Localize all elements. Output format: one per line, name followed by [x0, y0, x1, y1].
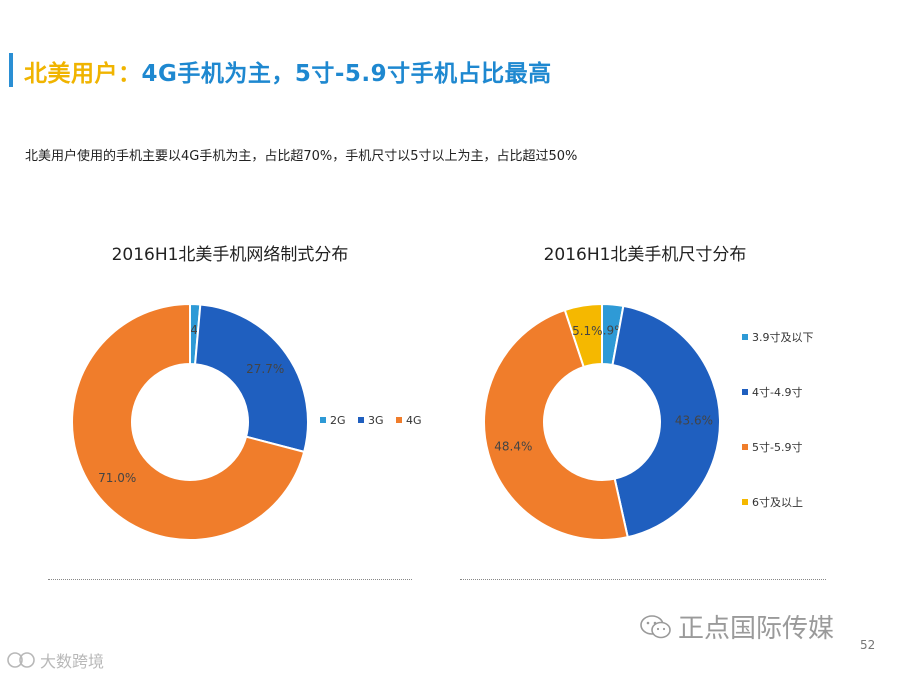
corner-logo-text: 大数跨境 — [40, 652, 105, 671]
chart-divider-left — [48, 579, 412, 580]
corner-logo-icon — [7, 652, 35, 668]
chart-title-network: 2016H1北美手机网络制式分布 — [111, 245, 349, 265]
legend-swatch-1-3 — [742, 499, 748, 505]
legend-label-0-2: 4G — [406, 414, 422, 427]
donut-slice-1-1 — [611, 304, 721, 539]
legend-label-1-2: 5寸-5.9寸 — [752, 440, 802, 454]
watermark-text: 正点国际传媒 — [678, 614, 835, 644]
data-label-1-3: 5.1% — [572, 324, 603, 338]
page-title-rest: 4G手机为主，5寸-5.9寸手机占比最高 — [141, 61, 552, 87]
data-label-0-1: 27.7% — [246, 362, 284, 376]
legend-label-1-1: 4寸-4.9寸 — [752, 385, 802, 399]
data-label-1-1: 43.6% — [675, 413, 713, 427]
legend-swatch-1-0 — [742, 334, 748, 340]
legend-swatch-0-1 — [358, 417, 364, 423]
corner-logo: 大数跨境 — [6, 648, 104, 672]
legend-label-0-0: 2G — [330, 414, 346, 427]
legend-label-1-0: 3.9寸及以下 — [752, 330, 814, 344]
donut-slice-0-1 — [194, 303, 309, 454]
donut-slice-1-2 — [483, 308, 629, 541]
legend-swatch-1-1 — [742, 389, 748, 395]
legend-label-0-1: 3G — [368, 414, 384, 427]
page-subtitle: 北美用户使用的手机主要以4G手机为主，占比超70%，手机尺寸以5寸以上为主，占比… — [25, 149, 578, 164]
watermark: 正点国际传媒 — [640, 608, 834, 645]
donut-slice-1-3 — [563, 302, 603, 369]
data-label-0-2: 71.0% — [98, 471, 136, 485]
legend-swatch-0-2 — [396, 417, 402, 423]
page-title-highlight: 北美用户： — [24, 61, 142, 87]
data-label-1-2: 48.4% — [494, 440, 532, 454]
donut-slice-0-2 — [71, 302, 306, 541]
page-title: 北美用户：4G手机为主，5寸-5.9寸手机占比最高 — [24, 54, 552, 88]
chart-divider-right — [460, 579, 826, 580]
page-number: 52 — [860, 638, 876, 652]
title-accent-bar — [9, 53, 13, 87]
wechat-icon — [640, 614, 671, 638]
legend-label-1-3: 6寸及以上 — [752, 495, 803, 509]
legend-swatch-0-0 — [320, 417, 326, 423]
legend-swatch-1-2 — [742, 444, 748, 450]
chart-title-size: 2016H1北美手机尺寸分布 — [543, 245, 747, 265]
